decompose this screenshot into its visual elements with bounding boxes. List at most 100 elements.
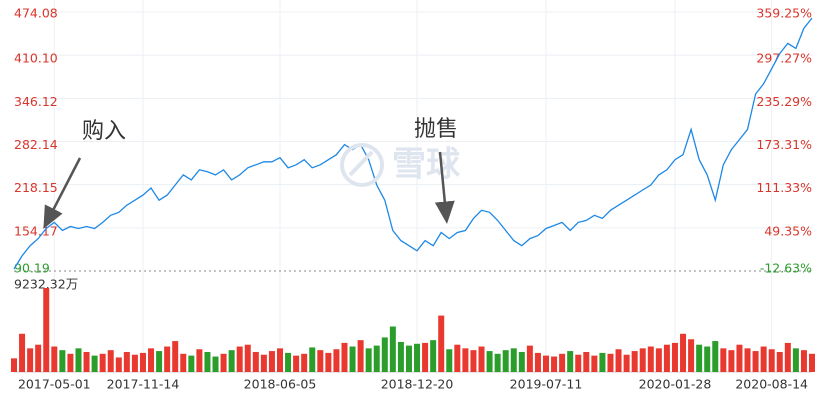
y-tick-label: 154.17 <box>14 223 58 238</box>
volume-bar <box>35 344 42 372</box>
volume-bar <box>760 346 767 372</box>
volume-bar <box>156 351 163 372</box>
x-tick-label: 2018-06-05 <box>244 377 317 392</box>
volume-bar <box>220 353 227 372</box>
volume-bar <box>623 354 630 372</box>
volume-bar <box>309 347 316 372</box>
x-tick-label: 2017-05-01 <box>18 377 91 392</box>
volume-bar <box>212 356 219 372</box>
volume-bar <box>615 349 622 372</box>
x-tick-label: 2020-08-14 <box>735 377 808 392</box>
volume-bar <box>180 353 187 372</box>
volume-bar <box>752 351 759 372</box>
volume-bar <box>365 348 372 372</box>
volume-bar <box>285 352 292 372</box>
volume-bar <box>123 351 130 372</box>
volume-bar <box>704 346 711 372</box>
volume-bar <box>688 339 695 372</box>
volume-bar <box>575 354 582 372</box>
volume-bar <box>27 348 34 372</box>
volume-bar <box>462 348 469 372</box>
volume-bar <box>172 341 179 372</box>
volume-bar <box>792 348 799 372</box>
volume-bar <box>414 343 421 372</box>
x-tick-label: 2018-12-20 <box>381 377 454 392</box>
volume-bar <box>809 353 815 372</box>
y2-tick-label: -12.63% <box>760 261 812 276</box>
volume-bar <box>196 349 203 372</box>
y2-tick-label: 235.29% <box>756 94 812 109</box>
volume-bar <box>11 358 17 372</box>
y-tick-label: 90.19 <box>14 261 50 276</box>
volume-bar <box>671 342 678 372</box>
volume-bar <box>373 345 380 372</box>
volume-bar <box>333 349 340 372</box>
volume-bar <box>325 352 332 372</box>
volume-bar <box>204 351 211 372</box>
volume-bar <box>277 348 283 372</box>
volume-bar <box>663 344 670 372</box>
volume-bar <box>51 346 58 372</box>
volume-bar <box>607 353 614 372</box>
volume-bar <box>728 350 735 372</box>
volume-bar <box>543 355 549 372</box>
volume-bar <box>534 352 541 372</box>
sell-arrow <box>434 151 455 224</box>
volume-bar <box>341 342 348 372</box>
volume-bar <box>768 349 775 372</box>
volume-bar <box>502 350 509 372</box>
watermark-text: 雪球 <box>392 145 461 185</box>
volume-bar <box>446 349 453 372</box>
volume-bar <box>486 351 493 372</box>
y-tick-label: 474.08 <box>14 6 58 21</box>
volume-bar <box>349 346 356 372</box>
plot: 2017-05-01 2017-11-14 2018-06-05 2018-12-20… <box>11 0 815 392</box>
y-tick-label: 282.14 <box>14 137 58 152</box>
volume-bar <box>631 351 638 372</box>
volume-bar <box>510 348 517 372</box>
volume-bar <box>454 344 461 372</box>
volume-bar <box>317 350 324 372</box>
volume-bar <box>188 355 195 372</box>
volume-bar <box>518 351 525 372</box>
volume-bar <box>397 341 404 372</box>
volume-bar <box>494 353 501 372</box>
watermark: 雪球 <box>340 143 461 187</box>
volume-bar <box>784 342 791 372</box>
volume-bar <box>164 346 171 372</box>
volume-bar <box>478 346 485 372</box>
volume-bar <box>99 353 106 372</box>
annotation: 抛售 <box>414 117 458 142</box>
volume-bar <box>647 346 654 372</box>
volume-bar <box>720 348 727 372</box>
volume-bar <box>228 350 235 372</box>
y2-tick-label: 173.31% <box>756 137 812 152</box>
y2-tick-label: 297.27% <box>756 51 812 66</box>
volume-bar <box>655 348 662 372</box>
volume-tick-label: 9232.32万 <box>14 277 78 292</box>
volume-bar <box>680 333 687 372</box>
volume-bar <box>583 351 590 372</box>
y2-tick-label: 359.25% <box>756 6 812 21</box>
y-tick-label: 218.15 <box>14 180 58 195</box>
volume-bar <box>244 344 251 372</box>
volume-bar <box>639 348 646 372</box>
volume-bar <box>131 354 138 372</box>
volume-bar <box>381 337 388 372</box>
volume-bar <box>430 340 437 372</box>
volume-bar <box>260 354 267 372</box>
volume-bar <box>551 356 558 372</box>
volume-bar <box>115 357 122 372</box>
volume-bar <box>148 348 155 372</box>
volume-bar <box>59 350 66 372</box>
volume-bar <box>236 346 243 372</box>
annotation: 购入 <box>82 119 126 144</box>
volume-bar <box>744 348 751 372</box>
volume-bar <box>43 288 50 372</box>
y2-tick-label: 111.33% <box>756 180 812 195</box>
volume-bar <box>438 315 445 372</box>
volume-bar <box>591 355 598 372</box>
volume-bar <box>252 351 259 372</box>
price-line <box>13 17 813 270</box>
volume-bar <box>67 353 74 372</box>
